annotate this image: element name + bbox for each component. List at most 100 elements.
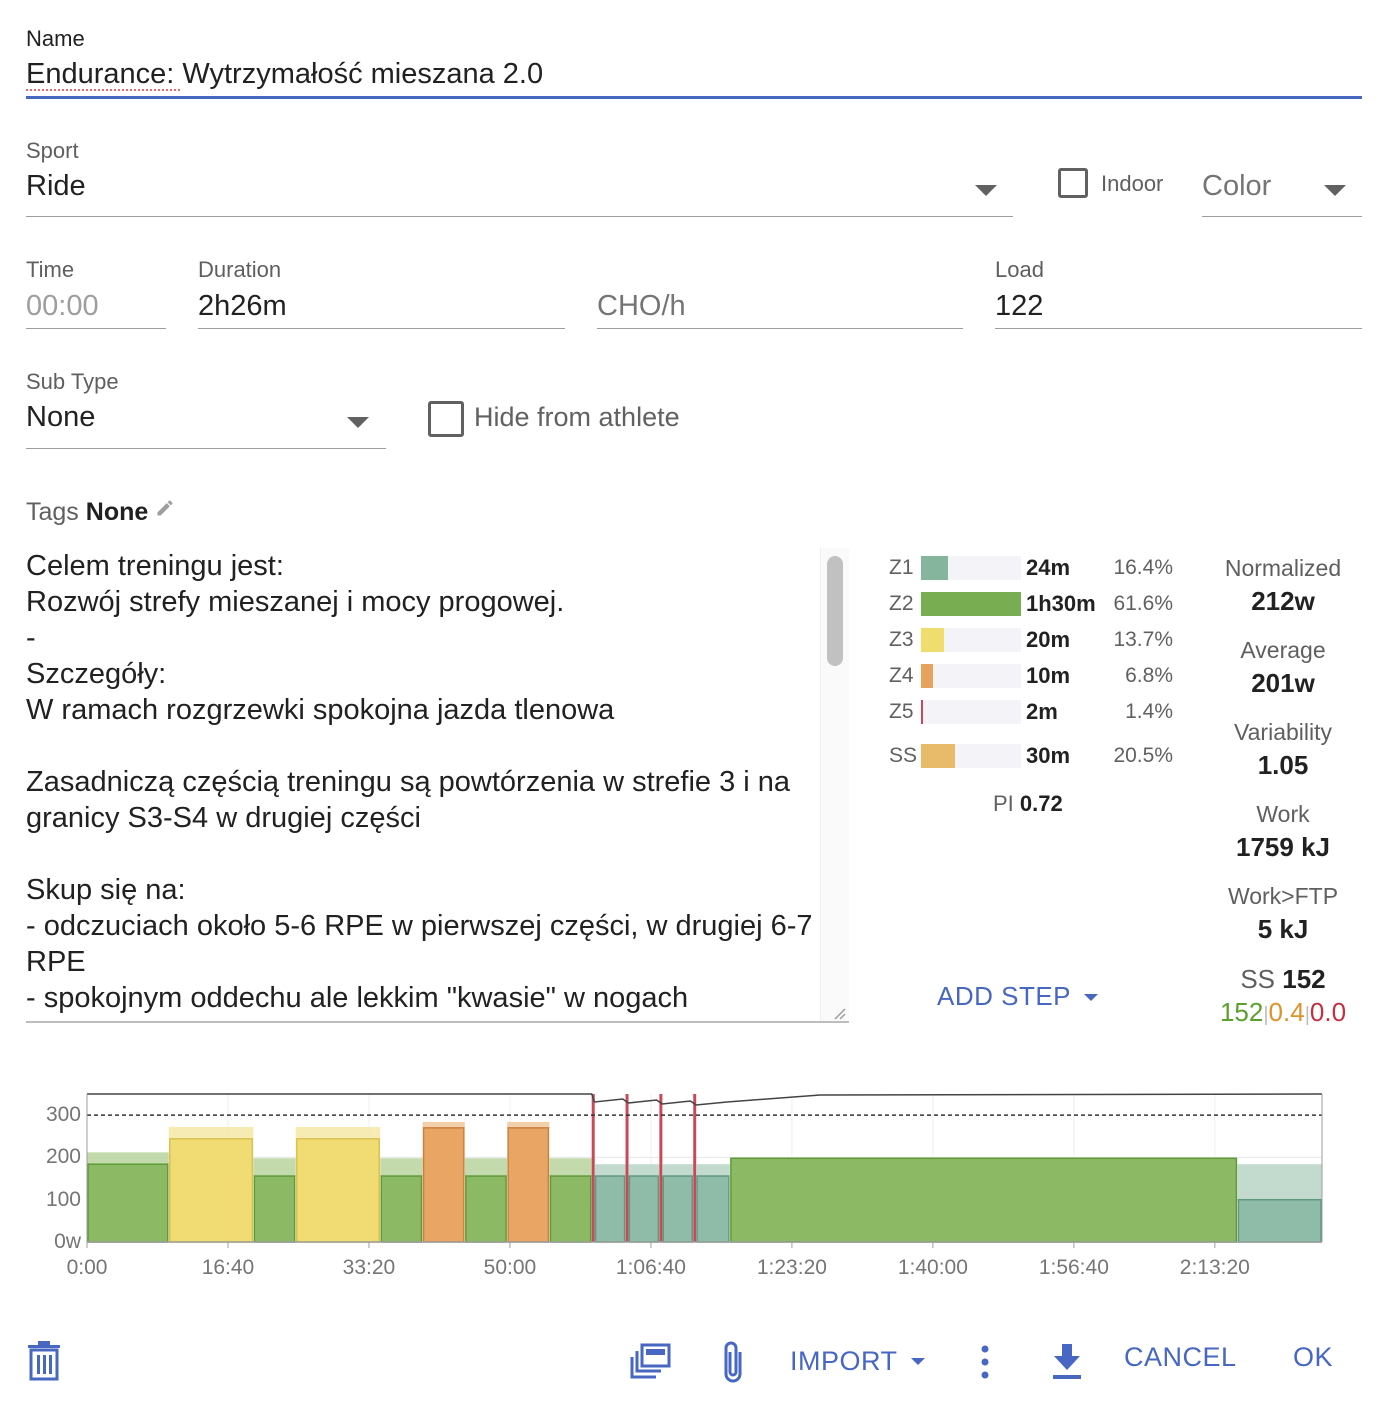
chart-step[interactable] — [662, 1175, 693, 1243]
copy-icon[interactable] — [630, 1342, 672, 1380]
name-input[interactable]: Endurance: Wytrzymałość mieszana 2.0 — [26, 58, 544, 90]
chevron-down-icon — [1084, 994, 1099, 1001]
stat-average-value: 201w — [1251, 668, 1315, 698]
cho-input[interactable]: CHO/h — [597, 290, 686, 322]
chart-step[interactable] — [1237, 1198, 1322, 1243]
chart-step-range — [253, 1158, 296, 1177]
chart-step[interactable] — [253, 1175, 296, 1243]
chart-step[interactable] — [549, 1175, 592, 1243]
stat-work-ftp-value: 5 kJ — [1257, 914, 1309, 944]
chart-x-tick-label: 33:20 — [342, 1256, 396, 1279]
pi-label: PI — [993, 791, 1014, 816]
zone-bar — [921, 556, 1021, 580]
ss-part-orange: 0.4 — [1268, 997, 1305, 1027]
ss-part-red: 0.0 — [1309, 997, 1347, 1027]
chart-y-tick-label: 200 — [45, 1145, 81, 1169]
ss-separator: | — [1304, 1004, 1310, 1026]
ok-button[interactable]: OK — [1293, 1342, 1334, 1372]
hide-from-athlete-checkbox[interactable] — [428, 401, 464, 437]
chart-step-range — [168, 1126, 254, 1139]
zone-fill — [921, 744, 955, 768]
zone-fill — [921, 556, 948, 580]
duration-input[interactable]: 2h26m — [198, 290, 287, 322]
chart-step-range — [662, 1164, 694, 1177]
zone-fill — [921, 592, 1021, 616]
indoor-label: Indoor — [1101, 171, 1164, 196]
chart-step-sprint[interactable] — [693, 1094, 697, 1242]
stat-variability-value: 1.05 — [1257, 750, 1309, 780]
paperclip-icon[interactable] — [718, 1338, 748, 1386]
stat-average-label: Average — [1240, 637, 1326, 663]
zone-percent: 6.8% — [1125, 664, 1173, 687]
hide-from-athlete-label: Hide from athlete — [474, 402, 680, 432]
chart-step-range — [696, 1164, 730, 1177]
time-input[interactable]: 00:00 — [26, 290, 99, 322]
import-button[interactable]: IMPORT — [790, 1346, 926, 1377]
color-underline — [1202, 216, 1362, 217]
duration-underline — [198, 328, 565, 329]
chart-step[interactable] — [295, 1138, 380, 1243]
tags-row[interactable]: Tags None — [26, 498, 175, 527]
zone-name: SS — [889, 744, 918, 767]
ss-label: SS — [1240, 964, 1276, 994]
load-label: Load — [995, 257, 1044, 282]
name-underline-focused — [26, 96, 1362, 99]
chart-step[interactable] — [87, 1163, 169, 1243]
chart-step[interactable] — [169, 1138, 254, 1243]
chart-step[interactable] — [380, 1175, 423, 1243]
stat-work-value: 1759 kJ — [1236, 832, 1330, 862]
indoor-checkbox[interactable] — [1058, 168, 1088, 198]
download-icon[interactable] — [1050, 1342, 1084, 1380]
chart-step-sprint[interactable] — [591, 1094, 595, 1242]
pi-value: 0.72 — [1019, 791, 1063, 816]
chart-step[interactable] — [422, 1127, 465, 1243]
chart-step[interactable] — [730, 1157, 1238, 1243]
sport-select[interactable]: Ride — [26, 170, 86, 202]
zone-percent: 13.7% — [1113, 628, 1173, 651]
chart-x-tick-label: 0:00 — [66, 1256, 108, 1279]
chart-y-tick-label: 300 — [45, 1103, 81, 1127]
chart-step[interactable] — [507, 1127, 550, 1243]
trash-icon[interactable] — [24, 1340, 64, 1382]
chart-step[interactable] — [594, 1175, 626, 1243]
chart-x-tick-label: 16:40 — [201, 1256, 255, 1279]
zone-percent: 1.4% — [1125, 700, 1173, 723]
ss-stat: SS 152 — [1192, 964, 1374, 995]
chart-x-tick-label: 2:13:20 — [1179, 1256, 1250, 1279]
zone-bar — [921, 664, 1021, 688]
chevron-down-icon — [911, 1358, 926, 1365]
workout-chart[interactable] — [0, 1080, 1382, 1290]
zone-duration: 20m — [1026, 627, 1071, 652]
stat-normalized-label: Normalized — [1224, 555, 1342, 581]
chart-step[interactable] — [465, 1175, 507, 1243]
more-vert-icon[interactable] — [978, 1344, 992, 1380]
description-textarea[interactable]: Celem treningu jest: Rozwój strefy miesz… — [26, 550, 813, 1022]
chart-step[interactable] — [696, 1175, 730, 1243]
chart-x-tick-label: 1:06:40 — [615, 1256, 686, 1279]
chart-step-sprint[interactable] — [625, 1094, 629, 1242]
stat-work-label: Work — [1256, 801, 1310, 827]
sport-label: Sport — [26, 138, 79, 163]
zone-name: Z1 — [889, 556, 914, 579]
subtype-underline — [26, 448, 386, 449]
color-dropdown-icon[interactable] — [1324, 185, 1346, 196]
chart-x-tick-label: 1:23:20 — [756, 1256, 827, 1279]
pencil-icon[interactable] — [155, 498, 175, 518]
duration-label: Duration — [198, 257, 282, 282]
sport-dropdown-icon[interactable] — [975, 185, 997, 196]
cho-underline — [597, 328, 963, 329]
zone-fill — [921, 628, 944, 652]
subtype-dropdown-icon[interactable] — [347, 417, 369, 428]
cancel-button[interactable]: CANCEL — [1124, 1342, 1237, 1372]
chart-step-sprint[interactable] — [659, 1094, 663, 1242]
description-scrollbar-thumb[interactable] — [827, 556, 843, 666]
zone-duration: 1h30m — [1026, 591, 1096, 616]
resize-handle-icon[interactable] — [830, 1004, 846, 1020]
ss-part-green: 152 — [1219, 997, 1264, 1027]
add-step-button[interactable]: ADD STEP — [937, 981, 1099, 1012]
name-label: Name — [26, 26, 85, 51]
subtype-select[interactable]: None — [26, 401, 96, 433]
load-input[interactable]: 122 — [995, 290, 1044, 322]
color-select[interactable]: Color — [1202, 170, 1272, 202]
chart-step[interactable] — [628, 1175, 660, 1243]
